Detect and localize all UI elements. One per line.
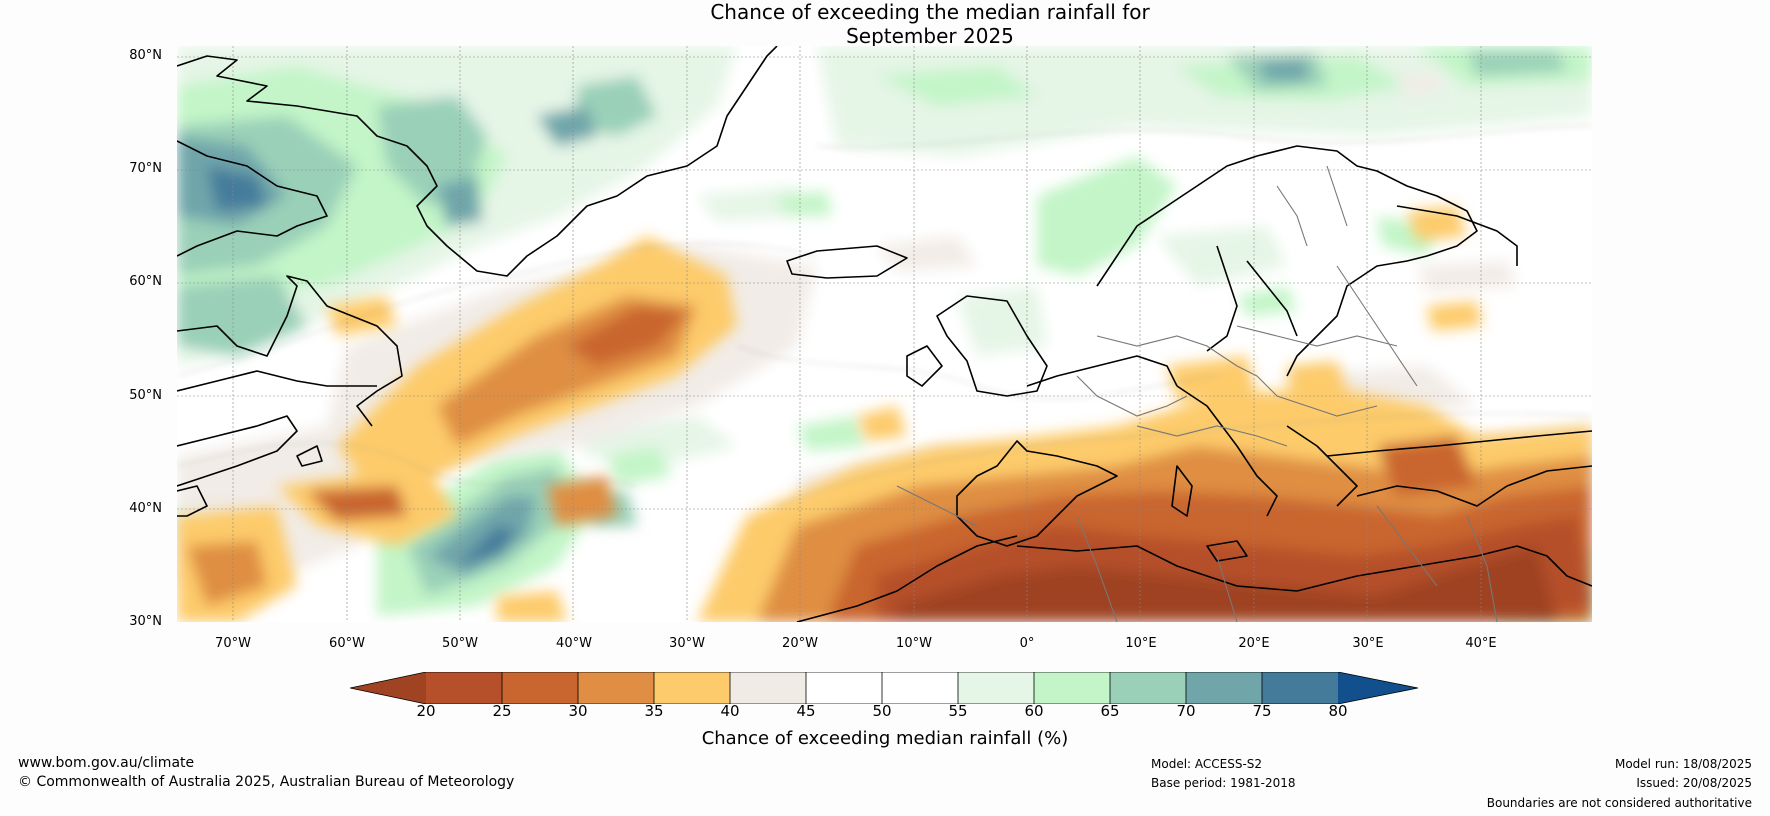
colorbar-tick-45: 45 — [796, 702, 816, 720]
colorbar-segment-35-40 — [654, 672, 730, 704]
colorbar-segment-45-50 — [806, 672, 882, 704]
colorbar-segment-60-65 — [1034, 672, 1110, 704]
lon-label-0: 0° — [1019, 636, 1035, 651]
lon-label-20e: 20°E — [1238, 636, 1270, 651]
colorbar-segment-30-35 — [578, 672, 654, 704]
colorbar-lower-extension — [350, 672, 426, 704]
model-run-text: Model run: 18/08/2025 — [1614, 757, 1752, 771]
lon-label-40w: 40°W — [556, 636, 592, 651]
colorbar — [350, 672, 1419, 704]
colorbar-label: Chance of exceeding median rainfall (%) — [701, 728, 1069, 749]
country-borders — [896, 165, 1498, 622]
colorbar-tick-65: 65 — [1100, 702, 1120, 720]
website-link[interactable]: www.bom.gov.au/climate — [18, 755, 195, 771]
colorbar-segment-40-45 — [730, 672, 806, 704]
lon-label-70w: 70°W — [215, 636, 251, 651]
colorbar-segment-50-55 — [882, 672, 958, 704]
title-line-1: Chance of exceeding the median rainfall … — [710, 0, 1150, 24]
lat-label-80n: 80°N — [129, 48, 162, 63]
colorbar-segment-65-70 — [1110, 672, 1186, 704]
colorbar-upper-extension — [1338, 672, 1418, 704]
lon-label-30w: 30°W — [669, 636, 705, 651]
graticule — [177, 46, 1592, 622]
lat-label-30n: 30°N — [129, 614, 162, 629]
colorbar-segment-70-75 — [1186, 672, 1262, 704]
colorbar-tick-75: 75 — [1252, 702, 1272, 720]
lat-label-70n: 70°N — [129, 161, 162, 176]
lat-label-40n: 40°N — [129, 501, 162, 516]
colorbar-tick-55: 55 — [948, 702, 968, 720]
coastlines — [177, 46, 1592, 622]
colorbar-tick-70: 70 — [1176, 702, 1196, 720]
lon-label-40e: 40°E — [1465, 636, 1497, 651]
lon-label-20w: 20°W — [782, 636, 818, 651]
lon-label-60w: 60°W — [329, 636, 365, 651]
colorbar-tick-60: 60 — [1024, 702, 1044, 720]
colorbar-segment-25-30 — [502, 672, 578, 704]
lat-label-60n: 60°N — [129, 274, 162, 289]
disclaimer-text: Boundaries are not considered authoritat… — [1486, 796, 1752, 810]
colorbar-tick-80: 80 — [1328, 702, 1348, 720]
colorbar-tick-30: 30 — [568, 702, 588, 720]
model-text: Model: ACCESS-S2 — [1151, 757, 1263, 771]
lon-label-10w: 10°W — [896, 636, 932, 651]
wetter-field — [177, 46, 1592, 622]
base-period-text: Base period: 1981-2018 — [1151, 776, 1296, 790]
colorbar-tick-50: 50 — [872, 702, 892, 720]
colorbar-segment-55-60 — [958, 672, 1034, 704]
colorbar-outline — [350, 672, 1419, 704]
copyright-text: © Commonwealth of Australia 2025, Austra… — [18, 774, 515, 790]
colorbar-tick-25: 25 — [492, 702, 512, 720]
lat-label-50n: 50°N — [129, 388, 162, 403]
lon-label-30e: 30°E — [1352, 636, 1384, 651]
colorbar-tick-20: 20 — [416, 702, 436, 720]
lon-label-50w: 50°W — [442, 636, 478, 651]
map-title: Chance of exceeding the median rainfall … — [580, 0, 1280, 48]
rainfall-probability-map — [177, 46, 1592, 622]
issued-text: Issued: 20/08/2025 — [1636, 776, 1752, 790]
colorbar-segment-75-80 — [1262, 672, 1338, 704]
lon-label-10e: 10°E — [1125, 636, 1157, 651]
colorbar-segment-20-25 — [426, 672, 502, 704]
colorbar-tick-35: 35 — [644, 702, 664, 720]
title-line-2: September 2025 — [846, 24, 1014, 48]
colorbar-tick-40: 40 — [720, 702, 740, 720]
map-svg — [177, 46, 1592, 622]
